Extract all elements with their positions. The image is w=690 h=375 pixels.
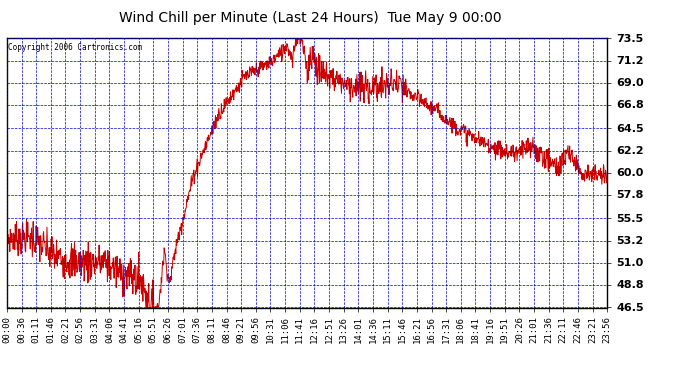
Text: Copyright 2006 Cartronics.com: Copyright 2006 Cartronics.com — [8, 43, 142, 52]
Text: Wind Chill per Minute (Last 24 Hours)  Tue May 9 00:00: Wind Chill per Minute (Last 24 Hours) Tu… — [119, 11, 502, 25]
